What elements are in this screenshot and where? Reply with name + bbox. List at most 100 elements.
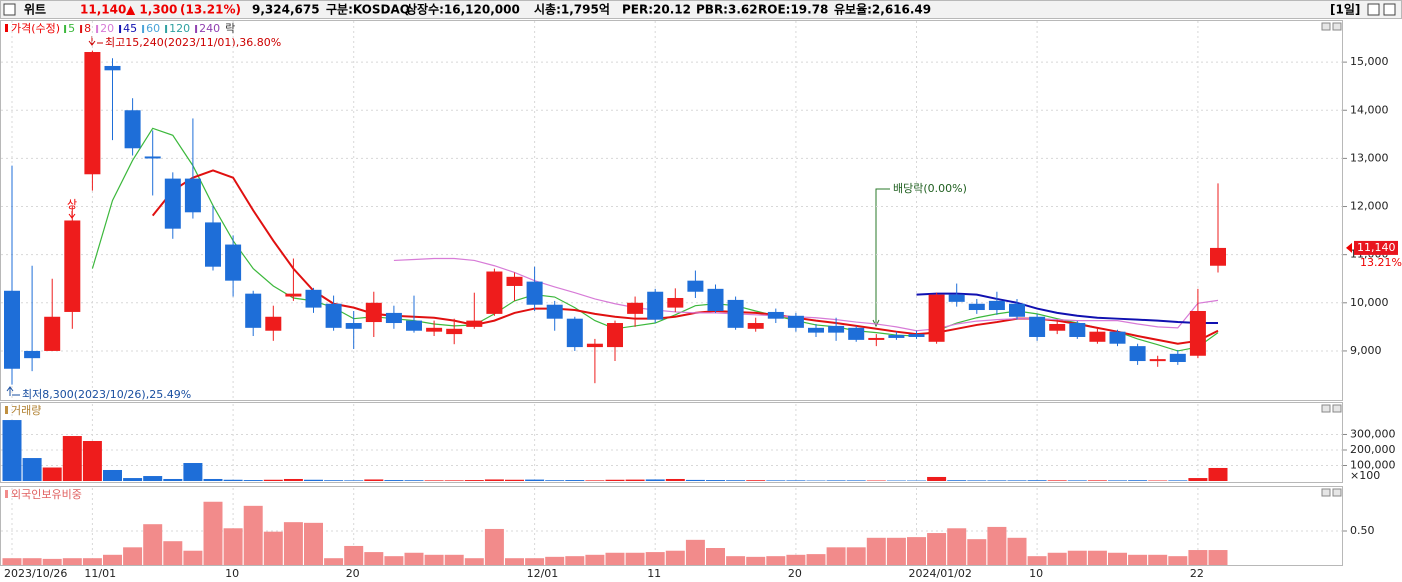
bar: [987, 480, 1007, 481]
candle-body: [868, 337, 885, 340]
bar: [505, 558, 524, 565]
candle-body: [1189, 310, 1206, 356]
bar: [62, 558, 82, 565]
bar: [484, 479, 504, 481]
bar: [685, 479, 705, 481]
bar: [304, 479, 323, 481]
candle-body: [1029, 316, 1046, 337]
y-tick-label: 13,000: [1350, 151, 1389, 164]
candle-body: [1049, 323, 1066, 331]
bar: [344, 480, 364, 481]
price: 11,140: [80, 3, 126, 17]
bar: [163, 541, 183, 565]
candle-body: [285, 293, 302, 297]
last-price-box: [1354, 240, 1398, 255]
bar: [484, 528, 504, 565]
bar: [324, 558, 344, 565]
high-annotation: 최고15,240(2023/11/01),36.80%: [105, 36, 281, 49]
bar: [565, 480, 585, 481]
candle-body: [4, 290, 20, 369]
change: ▲ 1,300: [126, 3, 177, 17]
bar: [304, 522, 323, 565]
legend-title: 가격(수정): [11, 22, 60, 35]
bar: [927, 533, 947, 565]
y-tick-label: 300,000: [1350, 427, 1396, 440]
limit-annotation: 상: [67, 198, 77, 211]
candle-body: [385, 312, 402, 324]
candle-body: [225, 244, 242, 281]
bar: [143, 524, 163, 565]
bar: [505, 479, 524, 481]
candle-body: [365, 302, 382, 323]
bar: [987, 526, 1007, 565]
candle-body: [205, 222, 221, 267]
window-button[interactable]: [1367, 3, 1380, 16]
period[interactable]: [1일]: [1330, 3, 1360, 17]
foreign-title: 외국인보유비중: [11, 488, 82, 501]
bar: [1067, 480, 1087, 481]
panel-icon[interactable]: [1321, 404, 1331, 413]
legend-swatch: [80, 25, 83, 33]
low-annotation: 최저8,300(2023/10/26),25.49%: [22, 388, 191, 401]
panel-icon[interactable]: [1321, 22, 1331, 31]
bar: [746, 556, 766, 565]
candle-body: [747, 323, 764, 329]
candle-body: [828, 325, 845, 333]
panel-icon[interactable]: [1332, 404, 1342, 413]
candle-body: [124, 110, 141, 149]
dividend-arrow: [872, 188, 890, 328]
candle-body: [406, 320, 422, 331]
moving-average: [916, 292, 1218, 325]
panel-icon[interactable]: [1321, 488, 1331, 497]
bar: [163, 478, 183, 481]
shares: 상장수:16,120,000: [406, 2, 520, 17]
bar: [103, 554, 122, 565]
panel-icon[interactable]: [1332, 488, 1342, 497]
bar: [203, 478, 223, 481]
bar: [625, 552, 645, 565]
bar: [1047, 552, 1067, 565]
bar: [1168, 556, 1188, 565]
bar: [846, 480, 866, 481]
y-tick-label: 200,000: [1350, 443, 1396, 456]
bar: [846, 547, 866, 565]
candle-body: [24, 350, 41, 359]
checkbox[interactable]: [3, 3, 16, 16]
close-button[interactable]: [1383, 3, 1396, 16]
candle-body: [526, 281, 543, 305]
candle-body: [1129, 346, 1146, 362]
bar: [223, 528, 243, 565]
bar: [243, 480, 263, 481]
y-tick-label: 100,000: [1350, 458, 1396, 471]
bar: [1027, 480, 1047, 481]
bar: [786, 554, 806, 565]
bar: [866, 537, 886, 565]
x-tick-label: 11/01: [84, 567, 116, 580]
last-price-pointer: [1346, 242, 1352, 253]
bar: [645, 479, 665, 481]
bar: [444, 554, 464, 565]
panel-icon[interactable]: [1332, 22, 1342, 31]
legend-marker: [5, 490, 8, 498]
bar: [927, 476, 947, 481]
bar: [384, 556, 404, 565]
bar: [907, 537, 926, 565]
legend-label: 20: [100, 22, 114, 35]
bar: [967, 539, 987, 565]
x-tick-label: 20: [346, 567, 360, 580]
bar: [404, 552, 424, 565]
bar: [143, 476, 163, 481]
y-tick-label: 14,000: [1350, 103, 1389, 116]
candle-body: [164, 178, 181, 229]
bar: [283, 522, 303, 565]
y-tick-label: 0.50: [1350, 524, 1375, 537]
reserve: 유보율:2,616.49: [834, 3, 931, 17]
bar: [263, 531, 283, 565]
bar: [1188, 478, 1208, 481]
candle-body: [928, 294, 945, 342]
candle-body: [184, 178, 201, 213]
bar: [283, 478, 303, 481]
candle-body: [667, 297, 684, 308]
candle-body: [707, 288, 724, 311]
last-price-label: 11,140: [1357, 241, 1396, 254]
